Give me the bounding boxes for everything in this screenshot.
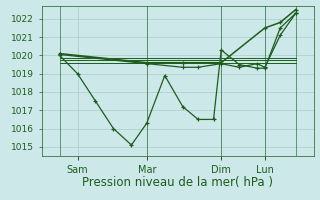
X-axis label: Pression niveau de la mer( hPa ): Pression niveau de la mer( hPa ) <box>82 176 273 189</box>
